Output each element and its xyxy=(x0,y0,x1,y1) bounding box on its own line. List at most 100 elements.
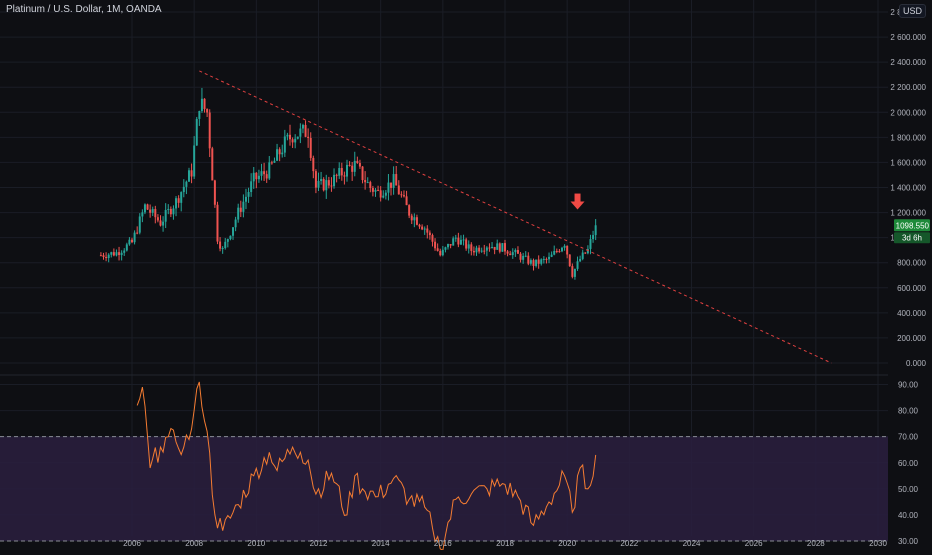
time-tick-label: 2020 xyxy=(558,539,576,548)
price-tick-label: 0.000 xyxy=(906,359,927,368)
time-tick-label: 2006 xyxy=(123,539,141,548)
time-tick-label: 2018 xyxy=(496,539,514,548)
candle-body xyxy=(395,174,398,186)
candle-body xyxy=(423,228,426,230)
currency-button[interactable]: USD xyxy=(898,4,926,18)
current-price-text: 1098.550 xyxy=(896,221,930,230)
candle-body xyxy=(278,149,281,155)
candle-body xyxy=(149,209,152,213)
candle-body xyxy=(581,252,584,259)
candle-body xyxy=(493,246,496,250)
rsi-tick-label: 70.00 xyxy=(898,433,919,442)
candle-body xyxy=(454,237,457,239)
rsi-axis[interactable]: 90.00 80.00 70.00 60.00 50.00 40.00 30.00 xyxy=(898,381,919,547)
candle-body xyxy=(421,226,424,230)
rsi-tick-label: 30.00 xyxy=(898,537,919,546)
candle-body xyxy=(568,254,571,267)
rsi-band-fill xyxy=(0,436,888,541)
candle-body xyxy=(273,160,276,163)
candle-body xyxy=(107,254,110,259)
candle-body xyxy=(586,248,589,254)
candle-body xyxy=(237,207,240,220)
candle-body xyxy=(571,266,574,277)
candle-body xyxy=(314,171,317,188)
time-tick-label: 2028 xyxy=(807,539,825,548)
candle-body xyxy=(390,182,393,188)
candle-body xyxy=(496,243,499,250)
candle-body xyxy=(187,170,190,182)
candle-body xyxy=(169,208,172,215)
candle-body xyxy=(99,255,102,257)
candle-body xyxy=(195,118,198,146)
candle-body xyxy=(369,182,372,189)
candle-body xyxy=(232,227,235,236)
candle-body xyxy=(125,244,128,251)
candle-body xyxy=(105,256,108,259)
candle-body xyxy=(387,182,390,193)
candle-body xyxy=(133,232,136,243)
candle-body xyxy=(229,235,232,240)
candle-body xyxy=(167,208,170,210)
arrow-shaft xyxy=(574,193,581,202)
time-tick-label: 2030 xyxy=(869,539,887,548)
price-tick-label: 2 200.000 xyxy=(890,83,926,92)
candle-body xyxy=(447,244,450,248)
candle-body xyxy=(514,250,517,253)
candle-body xyxy=(216,204,219,242)
candle-body xyxy=(159,220,162,226)
candle-body xyxy=(351,165,354,172)
rsi-line xyxy=(136,381,597,552)
price-tick-label: 1 800.000 xyxy=(890,133,926,142)
candle-body xyxy=(480,250,483,252)
candle-body xyxy=(353,160,356,172)
candle-body xyxy=(242,201,245,212)
candle-body xyxy=(345,164,348,177)
candle-body xyxy=(428,232,431,236)
candle-body xyxy=(221,248,224,250)
candle-body xyxy=(281,152,284,155)
candle-body xyxy=(356,160,359,164)
time-axis[interactable]: 2006 2008 2010 2012 2014 2016 2018 2020 2022 2024… xyxy=(123,539,887,548)
candle-body xyxy=(309,138,312,158)
candle-body xyxy=(382,195,385,198)
candle-body xyxy=(182,186,185,193)
candle-body xyxy=(555,251,558,253)
candle-body xyxy=(146,204,149,210)
price-tick-label: 400.000 xyxy=(897,309,926,318)
candle-body xyxy=(506,251,509,254)
candle-body xyxy=(208,112,211,149)
candle-body xyxy=(120,252,123,256)
candle-body xyxy=(338,168,341,176)
candle-body xyxy=(410,215,413,221)
price-tick-label: 2 400.000 xyxy=(890,58,926,67)
candle-body xyxy=(234,219,237,228)
candle-body xyxy=(592,235,595,240)
candle-body xyxy=(263,171,266,175)
candle-body xyxy=(529,260,532,264)
candle-body xyxy=(449,244,452,246)
candle-body xyxy=(553,251,556,255)
candle-body xyxy=(415,217,418,225)
candle-body xyxy=(255,172,258,180)
candle-body xyxy=(213,180,216,205)
candle-body xyxy=(589,239,592,249)
price-tick-label: 1 200.000 xyxy=(890,209,926,218)
candle-body xyxy=(379,190,382,198)
candle-body xyxy=(532,260,535,266)
candle-body xyxy=(304,124,307,137)
candle-body xyxy=(154,209,157,218)
candle-body xyxy=(343,175,346,177)
candle-body xyxy=(485,247,488,251)
current-price-labels: 1098.550 3d 6h xyxy=(894,219,930,244)
symbol-legend[interactable]: Platinum / U.S. Dollar, 1M, OANDA xyxy=(6,4,162,15)
price-tick-label: 800.000 xyxy=(897,259,926,268)
candle-body xyxy=(452,238,455,246)
trendline[interactable] xyxy=(199,70,832,364)
candle-body xyxy=(462,239,465,241)
candle-body xyxy=(459,239,462,245)
rsi-tick-label: 60.00 xyxy=(898,459,919,468)
candle-body xyxy=(136,232,139,234)
